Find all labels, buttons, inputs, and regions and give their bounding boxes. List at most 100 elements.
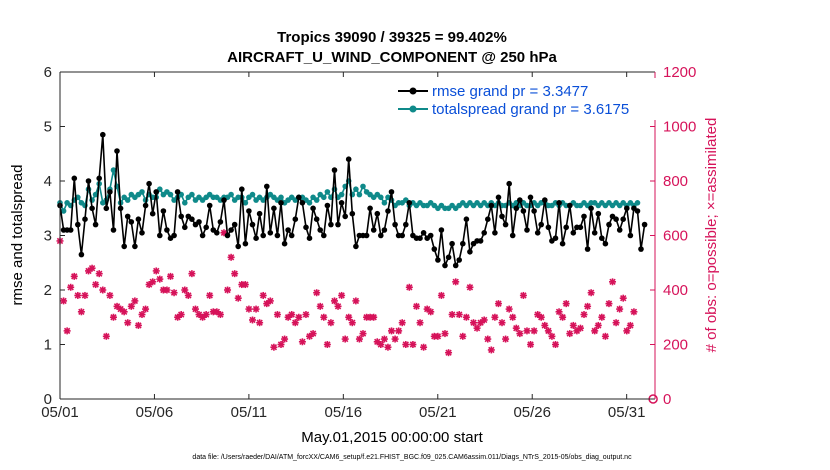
legend-spread-marker <box>409 105 417 113</box>
assimilated-obs-point <box>156 275 164 283</box>
obs-mark-stroke <box>96 270 103 277</box>
obs-mark-stroke <box>559 314 566 321</box>
obs-mark-stroke <box>481 316 488 324</box>
totalspread-point <box>124 197 131 203</box>
obs-mark-stroke <box>616 305 623 313</box>
obs-mark-stroke <box>438 292 445 299</box>
x-tick-label: 05/11 <box>231 404 267 421</box>
obs-mark-stroke <box>548 333 556 340</box>
assimilated-obs-point <box>437 291 445 299</box>
assimilated-obs-point <box>256 319 264 327</box>
obs-mark-stroke <box>142 305 149 313</box>
assimilated-obs-point <box>88 264 96 272</box>
assimilated-obs-point <box>512 324 520 332</box>
assimilated-obs-point <box>623 327 631 335</box>
rmse-point <box>534 230 541 236</box>
obs-mark-stroke <box>402 341 409 348</box>
rmse-point <box>92 221 99 228</box>
obs-mark-stroke <box>509 314 516 321</box>
totalspread-point <box>139 189 145 195</box>
assimilated-obs-point <box>534 311 542 319</box>
assimilated-obs-point <box>181 286 189 294</box>
rmse-point <box>634 208 641 214</box>
totalspread-point <box>60 208 67 214</box>
assimilated-obs-point <box>502 335 510 343</box>
obs-mark-stroke <box>488 346 495 354</box>
assimilated-obs-point <box>484 335 492 343</box>
obs-mark-stroke <box>591 327 598 335</box>
rmse-point <box>267 230 274 236</box>
obs-mark-stroke <box>377 341 385 348</box>
totalspread-point <box>189 191 195 198</box>
rmse-point <box>403 221 409 228</box>
totalspread-point <box>228 191 234 198</box>
rmse-point <box>331 167 338 173</box>
assimilated-obs-point <box>177 311 185 319</box>
assimilated-obs-point <box>609 278 617 286</box>
assimilated-obs-point <box>81 291 89 299</box>
rmse-point <box>196 219 202 225</box>
assimilated-obs-point <box>580 311 588 319</box>
assimilated-obs-point <box>519 291 527 299</box>
assimilated-obs-point <box>498 319 506 327</box>
legend-box <box>392 78 656 120</box>
obs-mark-stroke <box>324 341 331 348</box>
assimilated-obs-point <box>491 313 499 321</box>
obs-mark-stroke <box>313 289 320 296</box>
rmse-point <box>128 219 135 225</box>
rmse-point <box>438 227 445 233</box>
assimilated-obs-point <box>234 294 242 302</box>
obs-mark-stroke <box>345 314 352 321</box>
obs-mark-stroke <box>545 327 552 335</box>
obs-mark-stroke <box>520 292 527 299</box>
rmse-point <box>174 189 181 195</box>
plot-area: 05/01 05/06 05/11 05/16 05/21 05/26 05/31 0 1 2 3 4… <box>41 64 696 421</box>
assimilated-obs-point <box>224 286 232 294</box>
rmse-point <box>260 232 267 239</box>
assimilated-obs-point <box>470 319 478 327</box>
assimilated-obs-point <box>427 308 435 316</box>
y-axis-left-label: rmse and totalspread <box>9 165 26 306</box>
obs-mark-stroke <box>245 305 253 313</box>
rmse-point <box>570 230 577 236</box>
obs-mark-stroke <box>566 330 573 337</box>
rmse-point <box>577 224 584 231</box>
obs-mark-stroke <box>67 284 74 291</box>
rmse-point <box>82 216 88 222</box>
obs-mark-stroke <box>178 311 185 318</box>
rmse-point <box>452 262 459 269</box>
assimilated-obs-point <box>167 272 175 280</box>
rmse-point <box>246 208 252 214</box>
rmse-point <box>559 240 566 247</box>
rmse-point <box>477 238 484 244</box>
obs-mark-stroke <box>577 324 584 332</box>
obs-mark-stroke <box>106 292 114 299</box>
chart-title-line1: Tropics 39090 / 39325 = 99.402% <box>277 29 507 46</box>
totalspread-point <box>360 183 366 190</box>
assimilated-obs-point <box>77 308 85 316</box>
totalspread-point <box>92 191 99 198</box>
assimilated-obs-point <box>594 321 602 329</box>
obs-mark-stroke <box>110 314 117 321</box>
rmse-point <box>103 205 110 212</box>
rmse-point <box>117 205 124 212</box>
rmse-point <box>324 202 331 209</box>
totalspread-point <box>313 197 320 203</box>
assimilated-obs-point <box>445 349 453 357</box>
rmse-point <box>85 178 92 184</box>
assimilated-obs-point <box>619 294 627 302</box>
assimilated-obs-point <box>370 313 378 321</box>
rmse-point <box>527 194 534 201</box>
rmse-point <box>135 216 142 222</box>
obs-mark-stroke <box>413 303 420 310</box>
rmse-point <box>285 227 291 233</box>
obs-mark-stroke <box>220 229 228 236</box>
obs-mark-stroke <box>63 327 71 335</box>
obs-mark-stroke <box>302 311 310 318</box>
y-right-tick-label: 1200 <box>663 64 696 81</box>
rmse-point <box>606 221 612 228</box>
assimilated-obs-point <box>142 305 150 313</box>
obs-mark-stroke <box>138 311 146 318</box>
assimilated-obs-point <box>388 327 396 335</box>
assimilated-obs-point <box>584 302 592 310</box>
